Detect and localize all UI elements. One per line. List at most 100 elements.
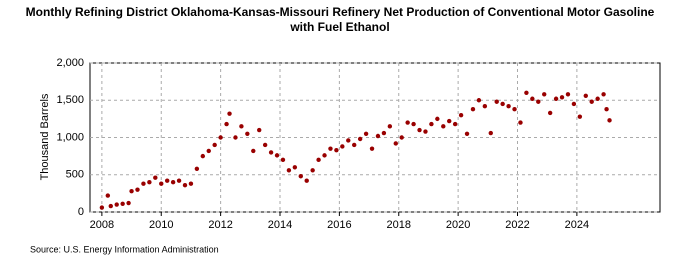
data-point — [105, 193, 111, 198]
data-point — [381, 130, 387, 136]
data-point — [470, 106, 476, 112]
data-point — [292, 165, 298, 170]
x-tick-label: 2010 — [149, 219, 173, 231]
data-point — [147, 180, 152, 185]
data-point — [518, 120, 523, 125]
y-tick-label: 2,000 — [56, 57, 84, 69]
data-point — [435, 116, 440, 122]
data-point — [607, 118, 612, 123]
data-point — [512, 106, 517, 112]
data-point — [334, 147, 339, 153]
data-point — [227, 111, 232, 116]
data-point — [500, 101, 505, 107]
source-note: Source: U.S. Energy Information Administ… — [30, 244, 219, 254]
data-point — [375, 133, 381, 139]
data-point — [589, 99, 594, 104]
data-point — [200, 153, 206, 159]
data-point — [114, 202, 119, 207]
data-point — [547, 110, 553, 116]
data-point — [571, 101, 577, 107]
x-tick-label: 2020 — [446, 219, 470, 231]
x-tick-label: 2024 — [565, 219, 589, 231]
data-point — [542, 92, 547, 97]
data-point — [399, 135, 404, 140]
data-point — [604, 106, 609, 112]
data-point — [141, 181, 146, 186]
data-point — [387, 124, 393, 129]
data-point — [251, 148, 256, 154]
data-point — [464, 131, 470, 136]
data-point — [298, 174, 303, 179]
data-point — [153, 175, 158, 180]
data-point — [310, 168, 315, 173]
data-point — [595, 96, 600, 101]
data-point — [458, 112, 464, 118]
data-point — [280, 157, 286, 163]
data-point — [417, 127, 422, 133]
data-point — [524, 90, 529, 96]
y-tick-label: 0 — [78, 206, 84, 218]
data-point — [506, 104, 511, 109]
data-point — [536, 99, 541, 104]
data-point — [488, 130, 493, 136]
data-point — [340, 144, 345, 149]
x-tick-label: 2022 — [505, 219, 529, 231]
data-point — [108, 203, 113, 209]
data-point — [129, 188, 134, 194]
data-point — [126, 200, 131, 206]
data-point — [164, 178, 170, 183]
data-point — [322, 153, 327, 158]
data-point — [182, 182, 188, 188]
data-point — [583, 93, 588, 98]
data-point — [99, 205, 105, 210]
data-point — [447, 118, 452, 124]
data-point — [423, 129, 428, 134]
data-point — [176, 178, 182, 183]
data-point — [245, 131, 250, 136]
x-tick-label: 2018 — [387, 219, 411, 231]
data-point — [170, 180, 176, 185]
data-point — [257, 127, 262, 133]
x-tick-label: 2012 — [208, 219, 232, 231]
y-tick-label: 1,000 — [56, 131, 84, 143]
x-tick-label: 2016 — [327, 219, 351, 231]
data-point — [346, 138, 351, 143]
data-point — [262, 142, 268, 148]
data-point — [476, 98, 482, 103]
data-point — [328, 146, 333, 151]
data-point — [452, 121, 458, 127]
data-point — [194, 166, 200, 171]
data-point — [601, 92, 606, 97]
data-point — [577, 114, 583, 119]
data-point — [363, 131, 369, 136]
data-point — [120, 201, 125, 207]
y-axis-label: Thousand Barrels — [39, 93, 51, 180]
data-point — [218, 135, 223, 140]
y-tick-label: 1,500 — [56, 94, 84, 106]
data-point — [565, 92, 571, 97]
data-point — [441, 124, 446, 129]
data-point — [159, 181, 164, 186]
data-point — [553, 96, 559, 101]
data-point — [393, 141, 398, 146]
x-tick-label: 2014 — [268, 219, 292, 231]
data-point — [188, 181, 194, 186]
y-tick-label: 500 — [66, 169, 84, 181]
data-point — [212, 142, 217, 148]
data-point — [239, 124, 244, 129]
data-point — [304, 178, 309, 183]
chart-title: Monthly Refining District Oklahoma-Kansa… — [25, 5, 655, 34]
data-point — [206, 148, 211, 154]
data-point — [286, 168, 292, 173]
data-point — [494, 99, 499, 104]
data-point — [369, 146, 375, 151]
data-point — [274, 153, 280, 158]
data-point — [530, 96, 535, 101]
data-point — [224, 121, 229, 127]
x-tick-label: 2008 — [90, 219, 114, 231]
data-point — [268, 150, 274, 155]
data-point — [405, 120, 410, 125]
data-point — [233, 135, 238, 140]
